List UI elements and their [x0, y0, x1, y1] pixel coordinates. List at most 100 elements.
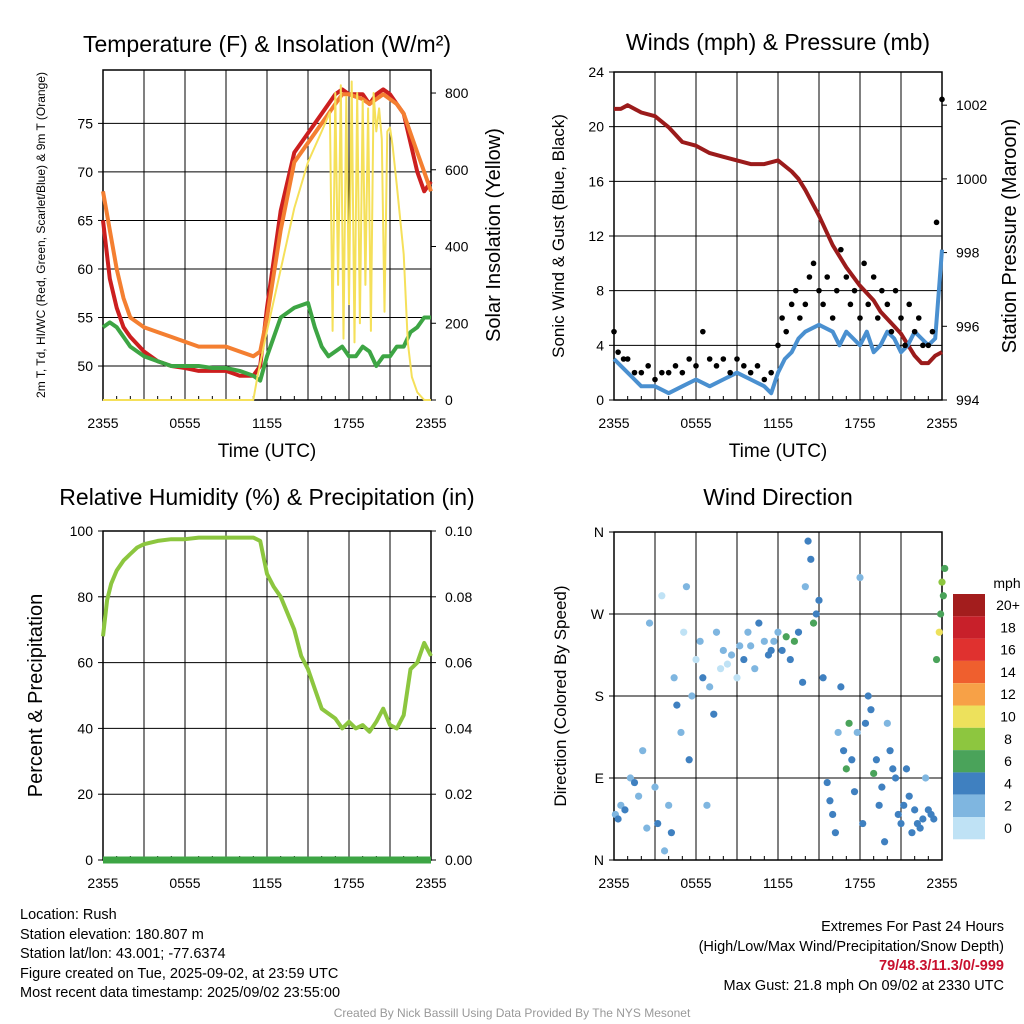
gust-point: [929, 328, 936, 335]
direction-point: [853, 728, 861, 737]
direction-point: [774, 628, 782, 636]
direction-point: [740, 655, 748, 664]
direction-point: [751, 665, 759, 673]
direction-point: [677, 728, 685, 737]
colorbar-title: mph: [993, 575, 1020, 591]
gust-point: [727, 369, 733, 376]
gust-point: [665, 369, 672, 376]
direction-point: [831, 829, 840, 837]
direction-point: [919, 815, 927, 823]
gust-point: [820, 301, 826, 308]
gust-point: [747, 369, 754, 376]
panel-title: Wind Direction: [703, 484, 853, 510]
gust-point: [672, 363, 679, 369]
gust-point: [829, 315, 836, 321]
x-axis-label: Time (UTC): [729, 441, 828, 462]
direction-point: [834, 728, 842, 737]
direction-point: [911, 806, 919, 814]
direction-point: [736, 642, 744, 650]
x-tick-label: 1755: [844, 415, 875, 431]
direction-point: [767, 646, 775, 655]
gust-point: [847, 301, 854, 308]
direction-point: [790, 637, 799, 645]
gust-point: [693, 363, 699, 369]
direction-point: [733, 674, 741, 682]
colorbar-swatch: [953, 683, 985, 706]
colorbar-swatch: [953, 727, 985, 751]
gust-point: [611, 328, 617, 335]
extremes-values: 79/48.3/11.3/0/-999: [879, 958, 1004, 974]
x-tick-label: 1755: [333, 875, 364, 891]
y-tick-label: 60: [77, 655, 93, 671]
direction-point: [682, 583, 691, 591]
direction-point: [891, 774, 900, 782]
y-tick-label: 20: [588, 119, 604, 135]
direction-point: [744, 628, 752, 636]
extremes-legend: (High/Low/Max Wind/Precipitation/Snow De…: [698, 938, 1004, 955]
direction-point: [643, 824, 651, 832]
colorbar-label: 12: [1000, 686, 1016, 702]
y-tick-label: 65: [77, 212, 93, 228]
y-tick-label: W: [591, 606, 605, 622]
y2-tick-label: 1002: [956, 97, 987, 113]
extremes-heading: Extremes For Past 24 Hours: [821, 919, 1004, 935]
y-tick-label: 40: [77, 720, 93, 736]
direction-point: [807, 555, 815, 563]
gust-point: [788, 301, 795, 308]
direction-point: [867, 706, 875, 714]
gust-point: [865, 301, 871, 308]
direction-point: [665, 801, 673, 809]
colorbar-label: 10: [1000, 709, 1016, 725]
direction-point: [685, 756, 693, 764]
x-tick-label: 1755: [333, 415, 364, 431]
y2-tick-label: 998: [956, 245, 980, 261]
direction-point: [614, 815, 622, 823]
x-axis-label: Time (UTC): [218, 441, 317, 462]
panel-3: Relative Humidity (%) & Precipitation (i…: [25, 484, 475, 891]
gust-point: [879, 287, 885, 294]
gust-point: [920, 342, 926, 349]
x-tick-label: 2355: [926, 875, 957, 891]
x-tick-label: 0555: [169, 875, 200, 891]
gust-point: [783, 328, 789, 335]
y-axis-label: Percent & Precipitation: [25, 594, 47, 797]
direction-point: [719, 646, 727, 655]
direction-point: [692, 655, 700, 664]
max-gust: Max Gust: 21.8 mph On 09/02 at 2330 UTC: [723, 977, 1004, 994]
y2-tick-label: 0.08: [445, 589, 472, 605]
y-axis-label: 2m T, Td, HI/WC (Red, Green, Scarlet/Blu…: [34, 72, 48, 398]
direction-point: [635, 792, 643, 800]
figure-created: Figure created on Tue, 2025-09-02, at 23…: [20, 965, 339, 982]
station-elevation: Station elevation: 180.807 m: [20, 926, 204, 943]
direction-point: [651, 783, 659, 791]
x-tick-label: 1155: [252, 415, 282, 431]
y-tick-label: 0: [85, 852, 93, 868]
y2-tick-label: 1000: [956, 171, 987, 187]
y-tick-label: N: [594, 852, 604, 868]
gust-point: [706, 356, 713, 362]
direction-point: [897, 819, 905, 828]
gust-point: [720, 356, 727, 362]
direction-point: [670, 674, 678, 682]
direction-point: [941, 564, 949, 573]
gust-point: [851, 287, 858, 294]
gust-point: [713, 363, 720, 369]
x-tick-label: 2355: [926, 415, 957, 431]
colorbar-swatch: [953, 638, 985, 661]
direction-point: [660, 847, 669, 855]
gust-point: [734, 356, 740, 362]
direction-point: [815, 596, 823, 604]
direction-point: [696, 637, 704, 645]
direction-point: [883, 719, 891, 727]
gust-point: [861, 260, 867, 267]
station-location: Location: Rush: [20, 907, 117, 923]
x-tick-label: 0555: [680, 415, 711, 431]
gust-point: [631, 369, 638, 376]
y2-tick-label: 994: [956, 392, 980, 408]
y-tick-label: 75: [77, 115, 93, 131]
colorbar-label: 6: [1004, 753, 1012, 769]
gust-point: [638, 369, 645, 376]
panel-4: Wind Direction 2355 0555 1155 1755 2355 N E S W N D…: [551, 484, 1021, 891]
credit-line: Created By Nick Bassill Using Data Provi…: [333, 1006, 691, 1020]
gust-point: [911, 328, 918, 335]
